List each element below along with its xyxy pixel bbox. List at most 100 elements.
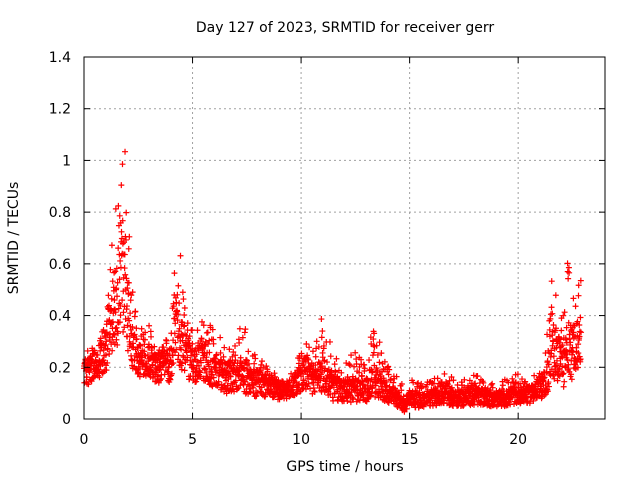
data-point — [578, 329, 585, 336]
data-point — [102, 352, 109, 359]
data-point — [133, 335, 140, 342]
data-point — [193, 351, 200, 358]
data-point — [560, 370, 567, 377]
data-point — [104, 359, 111, 366]
data-point — [177, 252, 184, 259]
data-point — [171, 270, 178, 277]
data-point — [211, 363, 218, 370]
data-point — [559, 342, 566, 349]
data-point — [331, 361, 338, 368]
data-point — [129, 289, 136, 296]
data-point — [184, 320, 191, 327]
data-point — [118, 182, 125, 189]
data-point — [172, 320, 179, 327]
data-point — [113, 336, 120, 343]
data-point — [333, 355, 340, 362]
data-point — [548, 278, 555, 285]
data-point — [531, 372, 538, 379]
data-point — [184, 354, 191, 361]
data-point — [155, 373, 162, 380]
data-point — [97, 347, 104, 354]
data-point — [114, 293, 121, 300]
data-point — [119, 161, 126, 168]
data-point — [324, 359, 331, 366]
data-point — [490, 402, 497, 409]
data-point — [124, 322, 131, 329]
data-point — [118, 235, 125, 242]
data-point — [122, 148, 129, 155]
data-point — [570, 295, 577, 302]
data-point — [174, 317, 181, 324]
data-point — [575, 350, 582, 357]
data-point — [234, 385, 241, 392]
data-point — [398, 381, 405, 388]
data-point — [106, 302, 113, 309]
y-tick-label: 1.2 — [49, 102, 71, 118]
data-point — [385, 363, 392, 370]
data-point — [560, 383, 567, 390]
data-point — [564, 356, 571, 363]
data-point — [296, 380, 303, 387]
data-point — [320, 342, 327, 349]
data-point — [245, 348, 252, 355]
data-point — [574, 364, 581, 371]
data-point — [112, 309, 119, 316]
data-point — [182, 331, 189, 338]
data-point — [325, 366, 332, 373]
data-point — [160, 344, 167, 351]
data-point — [103, 338, 110, 345]
data-point — [489, 384, 496, 391]
x-tick-label: 5 — [188, 432, 197, 448]
data-point — [109, 278, 116, 285]
data-point — [107, 266, 114, 273]
data-point — [509, 394, 516, 401]
data-point — [102, 342, 109, 349]
data-point — [117, 302, 124, 309]
data-point — [550, 322, 557, 329]
data-point — [346, 361, 353, 368]
data-point — [232, 357, 239, 364]
data-point — [387, 376, 394, 383]
data-point — [381, 358, 388, 365]
data-point — [127, 310, 134, 317]
y-axis-title: SRMTID / TECUs — [6, 182, 22, 295]
data-point — [252, 393, 259, 400]
data-point — [371, 330, 378, 337]
data-point — [149, 362, 156, 369]
data-point — [128, 292, 135, 299]
data-point — [200, 322, 207, 329]
data-point — [300, 361, 307, 368]
data-point — [116, 276, 123, 283]
data-point — [232, 342, 239, 349]
data-point — [125, 279, 132, 286]
data-point — [377, 372, 384, 379]
data-points — [81, 148, 585, 415]
data-point — [146, 322, 153, 329]
data-point — [547, 311, 554, 318]
data-point — [117, 257, 124, 264]
data-point — [553, 325, 560, 332]
data-point — [562, 336, 569, 343]
data-point — [517, 380, 524, 387]
data-point — [124, 347, 131, 354]
data-point — [227, 373, 234, 380]
data-point — [127, 297, 134, 304]
data-point — [180, 296, 187, 303]
data-point — [203, 373, 210, 380]
data-point — [198, 336, 205, 343]
data-point — [113, 324, 120, 331]
y-tick-label: 0.2 — [49, 360, 71, 376]
data-point — [226, 346, 233, 353]
data-point — [318, 316, 325, 323]
data-point — [142, 329, 149, 336]
data-point — [303, 341, 310, 348]
data-point — [148, 333, 155, 340]
data-point — [175, 311, 182, 318]
data-point — [173, 299, 180, 306]
data-point — [373, 342, 380, 349]
data-point — [572, 303, 579, 310]
data-point — [318, 334, 325, 341]
data-point — [567, 339, 574, 346]
data-point — [543, 369, 550, 376]
data-point — [218, 357, 225, 364]
